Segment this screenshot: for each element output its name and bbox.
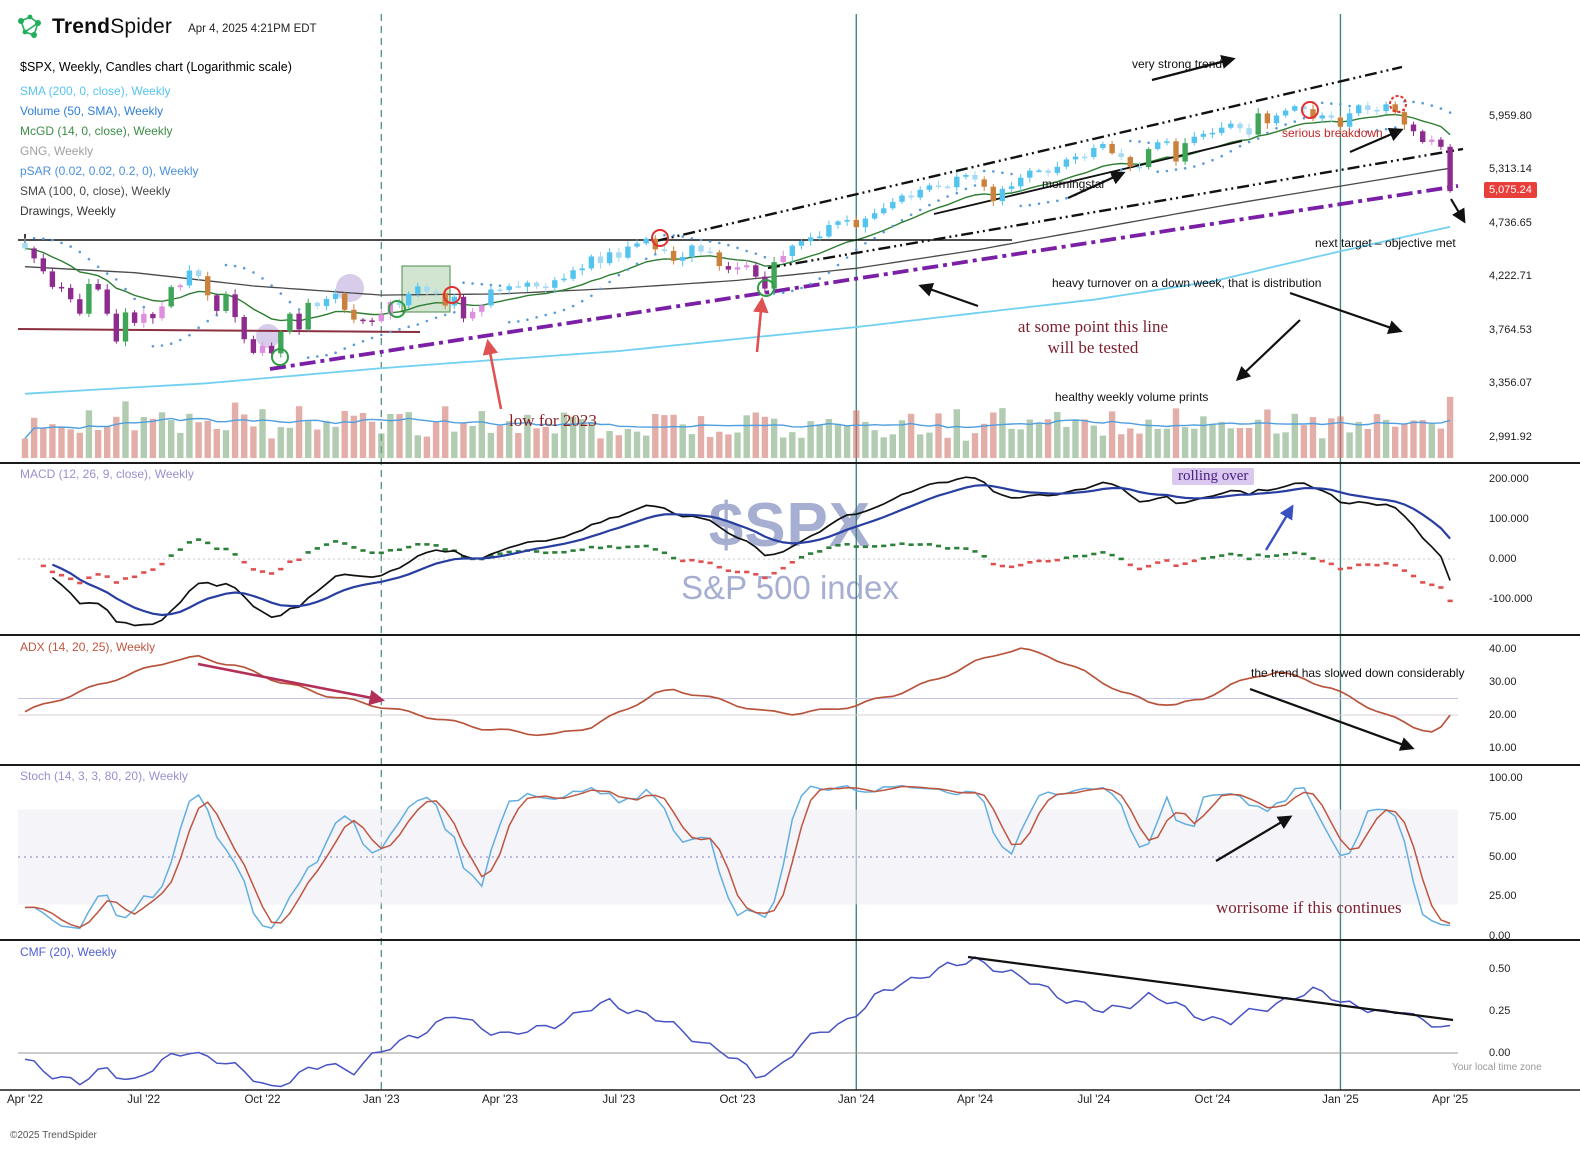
adx-axis-label: 30.00 (1489, 675, 1517, 688)
price-axis-label: 5,959.80 (1489, 109, 1532, 122)
macd-axis-label: 200.000 (1489, 472, 1529, 485)
timezone-note[interactable]: Your local time zone (1452, 1062, 1542, 1073)
annotation-worrisome[interactable]: worrisome if this continues (1216, 898, 1402, 917)
price-axis-label: 3,764.53 (1489, 323, 1532, 336)
legend-item-4[interactable]: GNG, Weekly (20, 144, 94, 158)
stoch-axis-label: 100.00 (1489, 771, 1523, 784)
price-axis-label: 4,736.65 (1489, 216, 1532, 229)
legend-item-3[interactable]: McGD (14, 0, close), Weekly (20, 124, 173, 138)
annotation-next-target[interactable]: next target – objective met (1315, 236, 1456, 250)
macd-axis-label: 100.000 (1489, 512, 1529, 525)
price-axis-label: 2,991.92 (1489, 430, 1532, 443)
stoch-axis-label: 75.00 (1489, 811, 1517, 823)
cmf-axis-label: 0.00 (1489, 1046, 1511, 1059)
adx-pane (18, 647, 1458, 737)
last-price-badge: 5,075.24 (1484, 182, 1537, 198)
chart-title[interactable]: $SPX, Weekly, Candles chart (Logarithmic… (20, 60, 292, 74)
annotation-heavy-turnover[interactable]: heavy turnover on a down week, that is d… (1052, 276, 1322, 290)
annotation-morningstar[interactable]: morningstar (1042, 177, 1106, 191)
legend-item-5[interactable]: pSAR (0.02, 0.02, 0.2, 0), Weekly (20, 164, 199, 178)
annotation-arrows (197, 54, 1466, 862)
stoch-pane (18, 784, 1458, 930)
legend-item-1[interactable]: SMA (200, 0, close), Weekly (20, 84, 171, 98)
annotation-trend-slowed[interactable]: the trend has slowed down considerably (1251, 666, 1465, 680)
time-axis-label: Jan '24 (837, 1094, 875, 1106)
cmf-axis-label: 0.25 (1489, 1004, 1511, 1017)
macd-line (51, 476, 1451, 627)
adx-pane-label[interactable]: ADX (14, 20, 25), Weekly (20, 640, 156, 654)
trendline-drawings (17, 65, 1464, 371)
stoch-pane-label[interactable]: Stoch (14, 3, 3, 80, 20), Weekly (20, 769, 188, 783)
time-axis-label: Apr '25 (1432, 1094, 1469, 1106)
highlight-ellipse (336, 274, 364, 302)
volume-sma-line (24, 417, 1451, 439)
time-axis-label: Apr '24 (956, 1094, 994, 1106)
adx-axis-label: 40.00 (1489, 642, 1517, 655)
time-axis-label: Apr '22 (6, 1094, 44, 1106)
app-header: TrendSpider Apr 4, 2025 4:21PM EDT (14, 12, 317, 42)
brand-spider: Spider (110, 15, 173, 38)
time-axis-label: Oct '24 (1194, 1094, 1231, 1106)
volume-bars (21, 396, 1454, 458)
signal-circles (271, 95, 1407, 366)
sma200-line (24, 226, 1451, 395)
legend-item-7[interactable]: Drawings, Weekly (20, 204, 116, 218)
price-axis-label: 3,356.07 (1489, 377, 1532, 390)
annotation-at-some-point[interactable]: at some point this line will be tested (1017, 317, 1169, 357)
stoch-k-line (24, 784, 1451, 930)
time-axis-label: Oct '23 (719, 1094, 756, 1106)
time-axis-label: Jul '23 (602, 1094, 636, 1106)
adx-axis-label: 20.00 (1489, 708, 1517, 721)
stoch-axis-label: 50.00 (1489, 850, 1517, 863)
stoch-d-line (24, 785, 1451, 929)
macd-axis-label: -100.000 (1489, 592, 1533, 605)
time-axis-label: Oct '22 (244, 1094, 281, 1106)
pane-separators (0, 462, 1580, 1091)
adx-axis-label: 10.00 (1489, 741, 1517, 754)
macd-pane-label[interactable]: MACD (12, 26, 9, close), Weekly (20, 467, 194, 481)
price-axis-label: 5,313.14 (1489, 163, 1532, 176)
stoch-axis-label: 0.00 (1489, 929, 1511, 942)
copyright-note: ©2025 TrendSpider (10, 1130, 97, 1141)
annotation-low-for-2023[interactable]: low for 2023 (509, 411, 597, 430)
time-axis-label: Jan '25 (1322, 1094, 1359, 1106)
time-axis-label: Jul '22 (127, 1094, 161, 1106)
chart-timestamp: Apr 4, 2025 4:21PM EDT (188, 23, 317, 35)
annotation-serious-breakdown[interactable]: serious breakdown (1282, 126, 1383, 140)
highlight-ellipse (256, 324, 280, 348)
macd-signal-line (51, 483, 1451, 617)
cmf-pane (18, 955, 1458, 1088)
cmf-line (24, 956, 1451, 1088)
legend-item-2[interactable]: Volume (50, SMA), Weekly (20, 104, 164, 118)
time-axis-label: Jul '24 (1077, 1094, 1111, 1106)
macd-axis-label: 0.000 (1489, 552, 1517, 565)
stoch-axis-label: 25.00 (1489, 890, 1517, 902)
mcgd-line (24, 113, 1451, 322)
cmf-pane-label[interactable]: CMF (20), Weekly (20, 945, 117, 959)
watermark-name: S&P 500 index (681, 569, 899, 606)
macd-pane (18, 476, 1458, 627)
cmf-axis-label: 0.50 (1489, 962, 1511, 975)
annotation-very-strong-trend[interactable]: very strong trend (1132, 57, 1223, 71)
cmf-trendline (967, 955, 1454, 1022)
time-axis-label: Apr '23 (481, 1094, 519, 1106)
price-pane (17, 65, 1464, 458)
price-axis-label: 4,222.71 (1489, 270, 1532, 283)
adx-line (24, 647, 1451, 737)
trendspider-logo-icon[interactable] (14, 12, 44, 42)
sma100-line (24, 167, 1451, 296)
brand-name[interactable]: TrendSpider (52, 15, 172, 39)
candles (22, 101, 1453, 358)
annotation-healthy-volume[interactable]: healthy weekly volume prints (1055, 390, 1209, 404)
annotation-rolling-over[interactable]: rolling over (1172, 468, 1255, 485)
brand-trend: Trend (52, 15, 111, 38)
legend-item-6[interactable]: SMA (100, 0, close), Weekly (20, 184, 171, 198)
time-axis-label: Jan '23 (362, 1094, 400, 1106)
